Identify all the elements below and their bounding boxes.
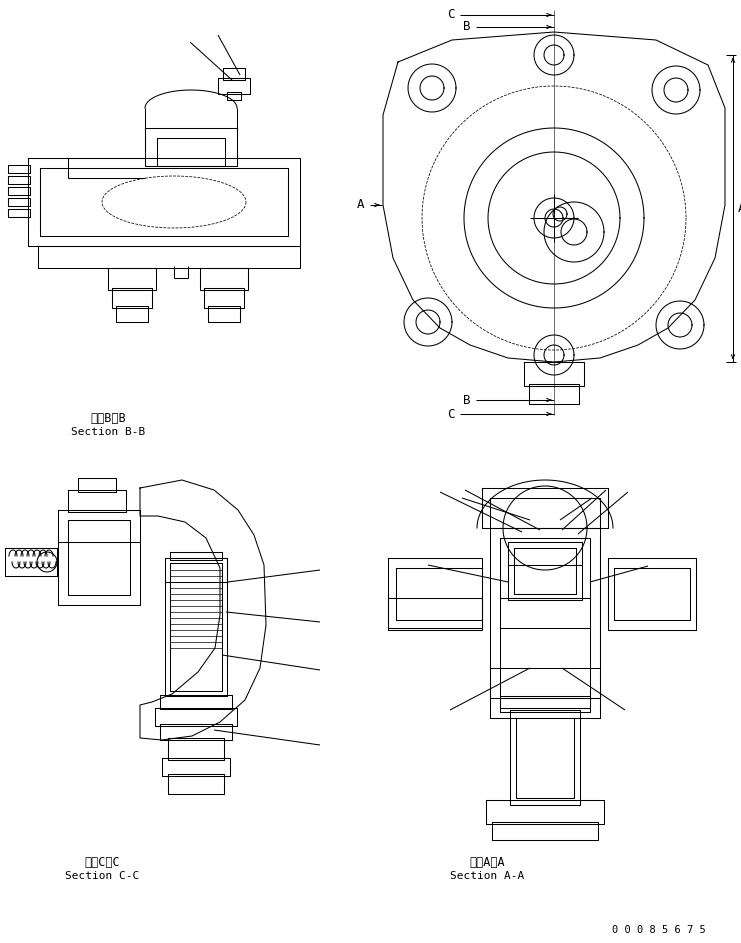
Text: 0 0 0 8 5 6 7 5: 0 0 0 8 5 6 7 5 [612, 925, 706, 935]
Text: B: B [464, 393, 471, 406]
Text: 断面A－A: 断面A－A [469, 855, 505, 869]
Text: C: C [448, 407, 455, 421]
Text: A: A [356, 198, 364, 211]
Text: B: B [464, 21, 471, 34]
Text: Section A-A: Section A-A [450, 871, 524, 881]
Text: 断面B－B: 断面B－B [90, 411, 126, 424]
Text: Section C-C: Section C-C [65, 871, 139, 881]
Text: Section B-B: Section B-B [71, 427, 145, 437]
Text: A: A [738, 202, 741, 214]
Text: 断面C－C: 断面C－C [84, 855, 120, 869]
Text: C: C [448, 8, 455, 22]
